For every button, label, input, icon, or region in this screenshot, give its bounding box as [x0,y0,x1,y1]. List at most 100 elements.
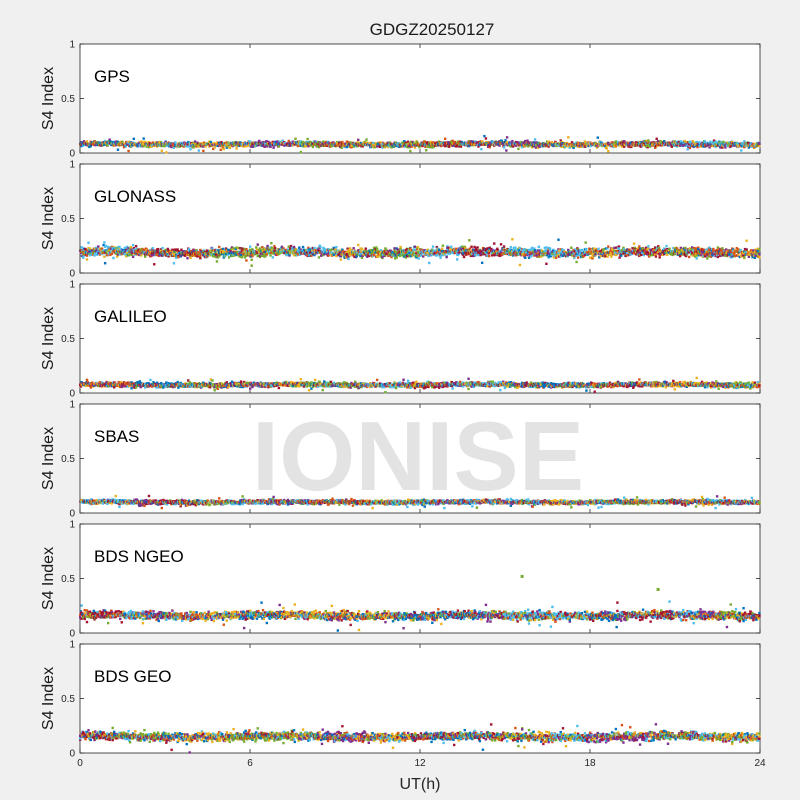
scatter-point [623,140,626,143]
scatter-point [395,256,398,259]
scatter-point [600,252,603,255]
scatter-point [478,143,482,146]
scatter-point [431,146,434,149]
scatter-point [416,250,420,253]
scatter-point [194,251,197,254]
scatter-point [245,144,248,148]
scatter-point [376,255,380,259]
scatter-point [628,143,631,147]
scatter-point [273,249,276,253]
scatter-point [269,246,272,249]
scatter-point [366,141,369,144]
scatter-point [341,248,344,251]
scatter-point [420,141,423,144]
scatter-point [269,145,272,148]
scatter-point [557,248,560,251]
figure-title: GDGZ20250127 [370,20,495,39]
scatter-point [432,249,435,252]
scatter-point [335,140,339,144]
scatter-point [422,250,426,254]
scatter-point [381,253,385,257]
scatter-point [538,142,541,145]
scatter-point [439,256,442,259]
scatter-point [614,140,618,143]
scatter-point [502,144,505,148]
scatter-point [511,145,515,148]
scatter-point [521,145,524,149]
scatter-point [409,247,412,251]
scatter-point [526,253,529,257]
scatter-point [393,141,396,144]
scatter-point [446,143,450,146]
scatter-point [393,247,396,250]
scatter-point [646,144,649,147]
scatter-point [572,252,575,255]
scatter-point [111,248,114,251]
scatter-point [411,140,414,144]
scatter-point [187,140,190,144]
scatter-point [539,248,542,252]
scatter-point [551,252,554,255]
scatter-point [372,253,376,257]
scatter-point [257,254,260,257]
scatter-point [198,251,201,254]
scatter-point [459,140,462,143]
scatter-point [261,246,264,249]
scatter-point [468,239,471,242]
scatter-point [165,252,169,255]
scatter-point [235,147,238,150]
scatter-point [338,252,341,256]
scatter-point [440,253,443,257]
scatter-point [490,251,494,255]
scatter-point [161,246,164,250]
scatter-point [607,245,610,248]
scatter-point [324,144,327,147]
scatter-point [589,252,592,255]
scatter-point [424,145,427,149]
scatter-point [628,249,631,253]
scatter-point [692,142,695,145]
scatter-point [409,254,413,258]
scatter-point [698,142,701,145]
scatter-point [309,251,312,254]
scatter-point [271,256,275,259]
scatter-point [307,144,310,148]
scatter-point [376,143,380,146]
scatter-point [233,254,237,257]
scatter-point [250,264,253,267]
scatter-point [292,249,296,253]
scatter-point [202,251,205,254]
scatter-point [391,252,395,255]
scatter-point [137,141,141,145]
scatter-point [395,144,398,147]
panel-label: GPS [94,67,130,86]
scatter-point [393,249,396,252]
scatter-point [536,254,539,257]
scatter-point [715,140,718,144]
scatter-point [624,249,627,252]
scatter-point [415,256,418,259]
scatter-point [177,255,180,259]
scatter-point [534,146,537,149]
scatter-point [491,248,494,252]
scatter-point [156,250,159,254]
scatter-point [521,248,525,252]
scatter-point [527,248,531,252]
scatter-point [428,249,431,253]
scatter-point [597,247,600,250]
scatter-point [457,248,460,251]
scatter-point [151,141,154,144]
scatter-point [511,238,514,241]
scatter-point [287,139,290,143]
scatter-point [102,243,105,247]
scatter-point [468,144,471,148]
scatter-point [518,143,522,147]
scatter-point [547,248,550,251]
scatter-point [276,140,279,144]
scatter-point [518,247,522,250]
scatter-point [299,248,303,251]
scatter-point [94,143,97,147]
scatter-point [188,141,191,144]
scatter-point [487,141,491,144]
